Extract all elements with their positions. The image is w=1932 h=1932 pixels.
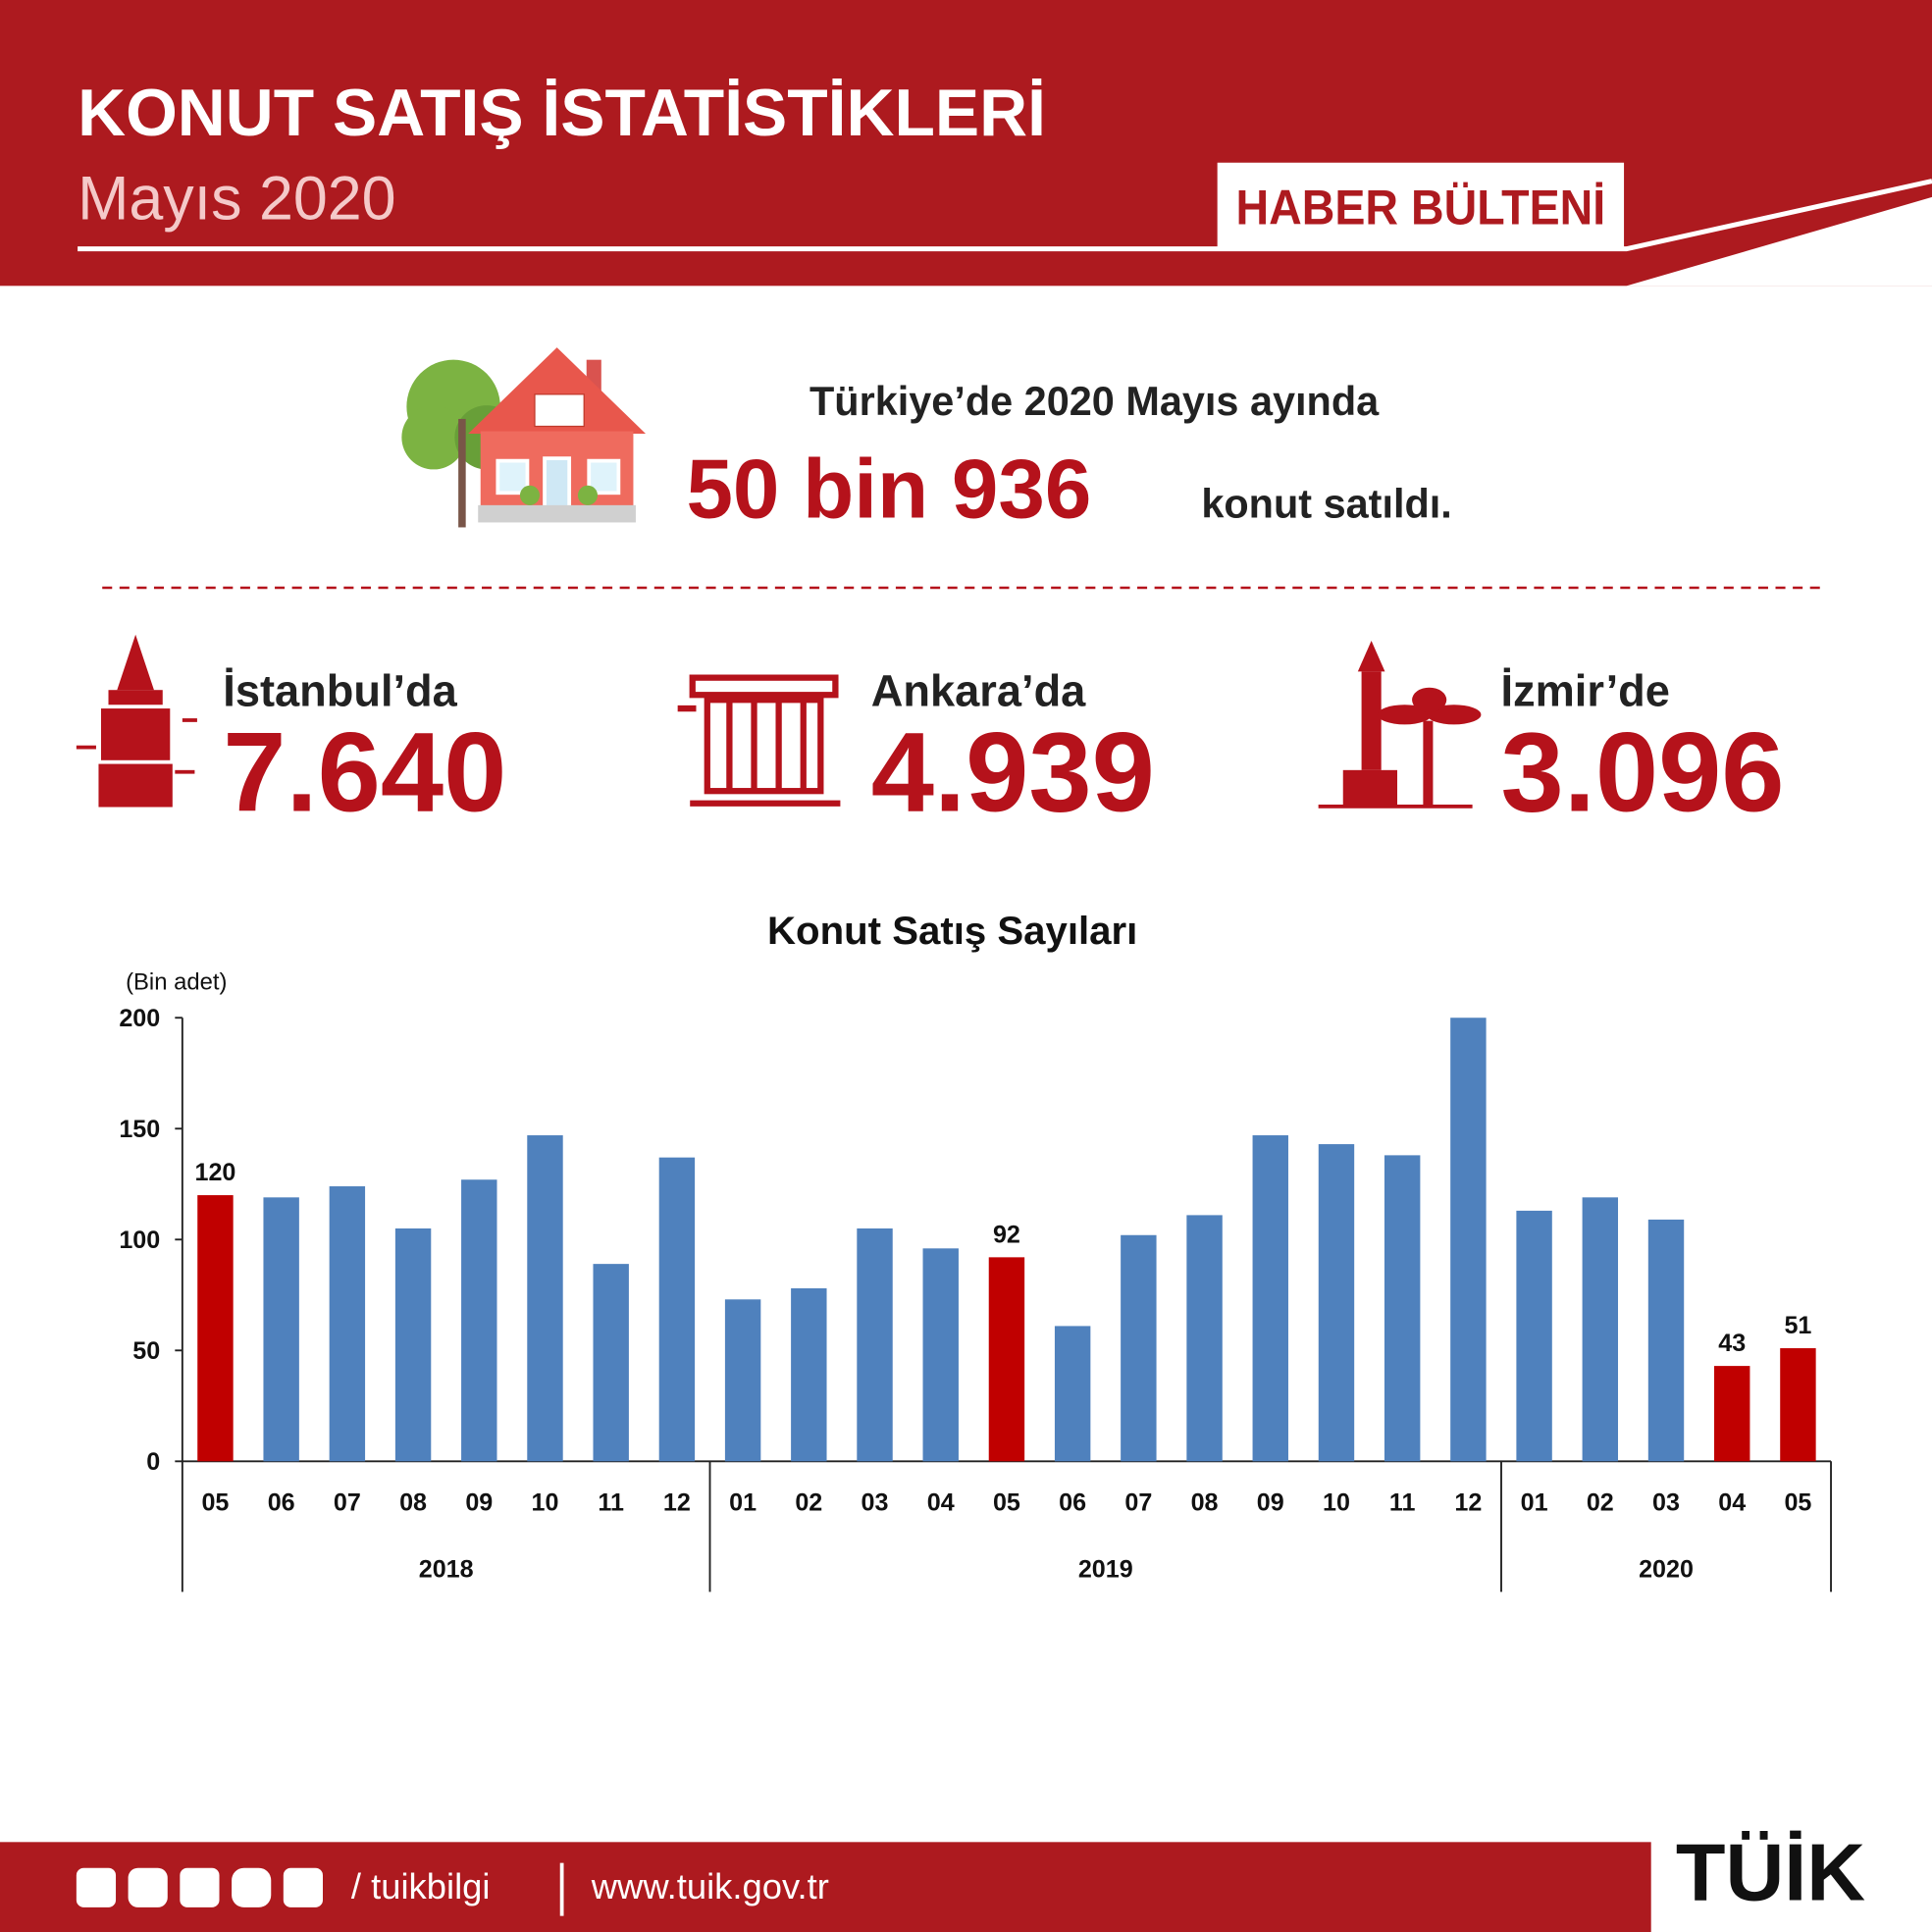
x-tick-label: 07 — [334, 1489, 361, 1517]
y-tick-label: 50 — [132, 1337, 160, 1365]
bar — [329, 1186, 366, 1462]
bar — [1780, 1348, 1816, 1462]
header-cut — [1626, 196, 1932, 287]
x-tick-label: 11 — [598, 1489, 624, 1517]
group-label: 2020 — [1639, 1555, 1694, 1583]
city-value: 3.096 — [1500, 708, 1784, 835]
x-tick-label: 02 — [1587, 1489, 1614, 1517]
bar — [724, 1299, 761, 1462]
footer-band — [0, 1842, 1651, 1932]
badge-box — [1217, 162, 1625, 249]
x-tick-label: 05 — [1784, 1489, 1811, 1517]
bar — [1516, 1210, 1552, 1462]
x-tick-label: 06 — [1059, 1489, 1086, 1517]
value-label: 92 — [993, 1221, 1020, 1248]
bar — [593, 1264, 629, 1462]
value-label: 120 — [194, 1159, 235, 1186]
x-tick-label: 11 — [1389, 1489, 1416, 1517]
ankara-icon — [677, 674, 841, 807]
x-tick-label: 07 — [1124, 1489, 1152, 1517]
bar — [1252, 1135, 1288, 1462]
chart: Konut Satış Sayıları (Bin adet) 05010015… — [119, 909, 1832, 1593]
summary-tail: konut satıldı. — [1201, 480, 1451, 526]
x-tick-label: 04 — [927, 1489, 955, 1517]
bar — [1121, 1234, 1157, 1462]
bar — [658, 1157, 696, 1462]
x-tick-label: 09 — [465, 1489, 493, 1517]
summary-lead: Türkiye’de 2020 Mayıs ayında — [809, 378, 1380, 424]
x-tick-label: 08 — [399, 1489, 427, 1517]
city-label: Ankara’da — [871, 666, 1086, 716]
y-tick-label: 100 — [119, 1227, 160, 1254]
header-title: KONUT SATIŞ İSTATİSTİKLERİ — [78, 77, 1046, 150]
bar — [1450, 1018, 1487, 1462]
bar — [263, 1197, 299, 1462]
x-tick-label: 12 — [663, 1489, 691, 1517]
x-tick-label: 01 — [729, 1489, 757, 1517]
city-label: İstanbul’da — [223, 666, 457, 716]
bar — [1054, 1326, 1091, 1462]
bar — [461, 1179, 497, 1462]
x-tick-label: 03 — [862, 1489, 889, 1517]
istanbul-icon — [76, 634, 197, 808]
y-tick-label: 0 — [146, 1448, 160, 1476]
x-tick-label: 09 — [1257, 1489, 1284, 1517]
bar — [1582, 1197, 1619, 1462]
header-line — [78, 179, 1932, 252]
bar — [394, 1227, 432, 1462]
x-tick-label: 04 — [1718, 1489, 1746, 1517]
x-tick-label: 10 — [1323, 1489, 1350, 1517]
x-tick-label: 08 — [1191, 1489, 1219, 1517]
y-tick-label: 150 — [119, 1116, 160, 1143]
izmir-icon — [1318, 640, 1482, 809]
value-label: 51 — [1784, 1312, 1811, 1339]
footer-handle: / tuikbilgi — [351, 1866, 491, 1906]
group-label: 2018 — [419, 1555, 474, 1583]
chart-title: Konut Satış Sayıları — [767, 909, 1137, 953]
y-axis-label: (Bin adet) — [126, 968, 227, 995]
logo: TÜİK — [1676, 1826, 1865, 1917]
header-subtitle: Mayıs 2020 — [78, 165, 395, 234]
bar — [988, 1257, 1025, 1462]
bar — [791, 1288, 827, 1462]
summary-highlight: 50 bin 936 — [686, 443, 1091, 536]
x-tick-label: 02 — [795, 1489, 822, 1517]
x-tick-label: 10 — [532, 1489, 559, 1517]
x-tick-label: 06 — [268, 1489, 295, 1517]
footer-url: www.tuik.gov.tr — [591, 1866, 829, 1906]
bar — [527, 1135, 563, 1462]
bar — [1186, 1215, 1223, 1462]
bar — [1384, 1155, 1421, 1462]
value-label: 43 — [1718, 1330, 1746, 1357]
city-label: İzmir’de — [1500, 666, 1669, 716]
house-icon — [401, 347, 647, 528]
x-tick-label: 03 — [1652, 1489, 1680, 1517]
bar — [197, 1195, 234, 1462]
x-tick-label: 05 — [993, 1489, 1020, 1517]
badge: HABER BÜLTENİ — [1236, 181, 1606, 235]
city-value: 7.640 — [223, 708, 506, 835]
bar — [857, 1227, 893, 1462]
social-icons — [76, 1867, 324, 1907]
y-tick-label: 200 — [119, 1005, 160, 1032]
bar — [1318, 1144, 1355, 1462]
bar — [922, 1248, 959, 1462]
x-tick-label: 05 — [201, 1489, 229, 1517]
bar — [1647, 1219, 1685, 1462]
x-tick-label: 01 — [1521, 1489, 1548, 1517]
city-value: 4.939 — [871, 708, 1155, 835]
group-label: 2019 — [1078, 1555, 1133, 1583]
bar — [1714, 1366, 1750, 1462]
x-tick-label: 12 — [1454, 1489, 1482, 1517]
